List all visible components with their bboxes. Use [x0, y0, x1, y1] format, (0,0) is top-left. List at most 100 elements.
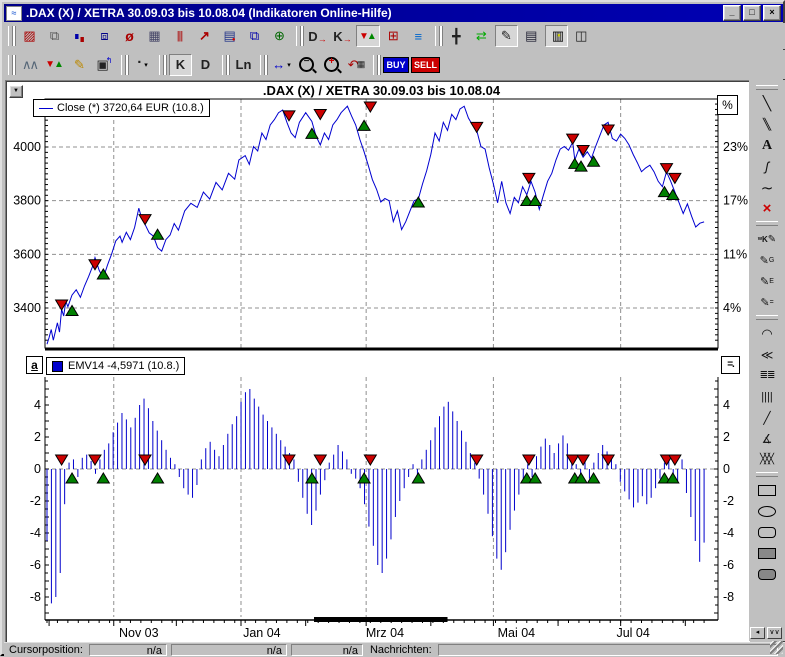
toolbar-grip[interactable]: [373, 54, 378, 75]
histogram-icon: |||: [176, 30, 184, 42]
trend-line-tool-icon: ╲: [762, 95, 772, 111]
structure-button[interactable]: ⧈: [93, 25, 116, 47]
ellipse-tool-icon: [758, 506, 776, 517]
d-chart-button[interactable]: D →: [306, 25, 329, 47]
trend-line-tool-button[interactable]: ╲: [752, 94, 782, 113]
zoom-out-button[interactable]: −: [295, 53, 318, 76]
dropdown-arrow-icon: ▾: [144, 61, 148, 69]
toolbar-grip[interactable]: [8, 26, 13, 46]
toolbar-grip[interactable]: [260, 54, 265, 75]
g-pencil-tool-button[interactable]: ✎ G: [752, 251, 782, 270]
legend-button[interactable]: ▥ ●: [544, 25, 568, 47]
minimize-button[interactable]: _: [723, 5, 741, 21]
draw-pencil-button[interactable]: ✎: [494, 25, 518, 47]
title-bar[interactable]: ≈ .DAX (X) / XETRA 30.09.03 bis 10.08.04…: [4, 4, 783, 22]
marker-pen-button[interactable]: ✎: [68, 53, 91, 76]
chart-canvas[interactable]: 4000 23% 3800 17% 3600 11% 3400 4% 4 4 2 2 0 0 -2 -2 -4 -…: [6, 81, 749, 642]
ln-scale-button[interactable]: Ln: [232, 53, 255, 76]
new-chart-button[interactable]: ▨: [18, 25, 41, 47]
toolbar-grip[interactable]: [121, 54, 126, 75]
shift-arrows-button[interactable]: ⇄: [469, 25, 493, 47]
zigzag-button[interactable]: ∧∧: [18, 53, 41, 76]
rounded-rect-tool-button[interactable]: [752, 523, 782, 542]
mk-pencil-tool-button[interactable]: ʷK ✎: [752, 230, 782, 249]
crosshatch-tool-button[interactable]: ╳╳╳: [752, 450, 782, 469]
squiggle-tool-icon: ʃ: [765, 159, 769, 174]
windows-button[interactable]: ⧉: [243, 25, 266, 47]
filled-rounded-rect-tool-button[interactable]: [752, 565, 782, 584]
kurs-d-button[interactable]: D: [194, 53, 217, 76]
signal-triangles-button[interactable]: ▼ ▲: [43, 53, 66, 76]
app-icon: ≈: [6, 5, 22, 21]
svg-text:4: 4: [723, 398, 730, 412]
zoom-in-button[interactable]: +: [320, 53, 343, 76]
maximize-button[interactable]: □: [743, 5, 761, 21]
crosshair-icon: ╋: [452, 27, 461, 44]
fib-arcs-tool-button[interactable]: ◠: [752, 324, 782, 343]
parallel-lines-tool-button[interactable]: ╲╲: [752, 115, 782, 134]
close-button[interactable]: ×: [763, 5, 781, 21]
span-select-button[interactable]: ↔ ▾: [270, 53, 293, 76]
period-dot-button[interactable]: · ▾: [131, 53, 154, 76]
rectangle-tool-button[interactable]: [752, 481, 782, 500]
toolbar-grip[interactable]: [756, 472, 778, 477]
toolbar-grip[interactable]: [222, 54, 227, 75]
squiggle-tool-button[interactable]: ʃ: [752, 157, 782, 176]
toolbar-grip[interactable]: [434, 26, 440, 46]
toolbar-grip[interactable]: [159, 54, 164, 75]
lasso-button[interactable]: ø: [118, 25, 141, 47]
text-tool-button[interactable]: A: [752, 136, 782, 155]
signals-button[interactable]: ▼ ▲: [356, 25, 380, 47]
news-button[interactable]: ▤ ●: [218, 25, 241, 47]
svg-text:-6: -6: [30, 558, 41, 572]
kurs-k-button[interactable]: K: [169, 53, 192, 76]
chart-back-button[interactable]: ↶ ▦: [345, 53, 368, 76]
lines-pencil-tool-button[interactable]: ✎ =: [752, 293, 782, 312]
wave-tool-button[interactable]: ∼: [752, 178, 782, 197]
layout-button[interactable]: ◫: [569, 25, 593, 47]
cursor-x-field: n/a: [88, 644, 167, 657]
k-chart-button[interactable]: K →: [331, 25, 354, 47]
properties-button[interactable]: ▣ ↰: [93, 53, 116, 76]
lines-pencil-tool-icon: ✎ =: [760, 297, 774, 309]
toolbar-grip[interactable]: [756, 221, 778, 226]
collapse-panel-button[interactable]: ▼: [9, 85, 23, 98]
copy-chart-button[interactable]: ⧉: [43, 25, 66, 47]
levels-button[interactable]: ≡: [406, 25, 430, 47]
resize-grip[interactable]: [770, 641, 783, 654]
delete-drawing-tool-button[interactable]: ×: [752, 199, 782, 218]
histogram-button[interactable]: |||: [168, 25, 191, 47]
retracement-tool-button[interactable]: ≣≣: [752, 366, 782, 385]
toolbar-grip[interactable]: [8, 54, 13, 75]
collapse-toolbar-button[interactable]: ∨∨: [767, 627, 782, 639]
k-chart-icon: →: [342, 34, 352, 44]
marker-pen-icon: ✎: [74, 56, 85, 72]
indicator-a-button[interactable]: a: [26, 356, 43, 374]
sell-button[interactable]: SELL: [411, 56, 441, 73]
note-button[interactable]: ▤: [519, 25, 543, 47]
e-pencil-tool-button[interactable]: ✎ E: [752, 272, 782, 291]
fan-lines-tool-button[interactable]: ≪: [752, 345, 782, 364]
scroll-left-button[interactable]: ◂: [750, 627, 765, 639]
ellipse-tool-button[interactable]: [752, 502, 782, 521]
toolbar-grip[interactable]: [756, 85, 778, 90]
buy-button[interactable]: BUY: [383, 56, 409, 73]
crosshair-button[interactable]: ╋: [444, 25, 468, 47]
world-button[interactable]: ⊕: [268, 25, 291, 47]
matrix-chart-button[interactable]: ⊞: [381, 25, 405, 47]
line-chart-button[interactable]: ↗: [193, 25, 216, 47]
timeline-scrollbar-thumb[interactable]: [314, 617, 448, 622]
diagonal-line-tool-button[interactable]: ╱: [752, 408, 782, 427]
ln-scale-button-label: Ln: [235, 57, 252, 72]
toolbar-grip[interactable]: [296, 26, 301, 46]
indicator-menu-button[interactable]: =.: [721, 356, 740, 374]
d-chart-button-label: D: [308, 28, 318, 44]
quote-squares-button[interactable]: ∎ ∎: [68, 25, 91, 47]
filled-rect-tool-button[interactable]: [752, 544, 782, 563]
gridlines: [45, 99, 718, 617]
toolbar-grip[interactable]: [756, 315, 778, 320]
point-fan-tool-button[interactable]: ∡: [752, 429, 782, 448]
quote-board-button[interactable]: ▦: [143, 25, 166, 47]
svg-text:Jan 04: Jan 04: [243, 626, 281, 640]
vertical-lines-tool-button[interactable]: ||||: [752, 387, 782, 406]
